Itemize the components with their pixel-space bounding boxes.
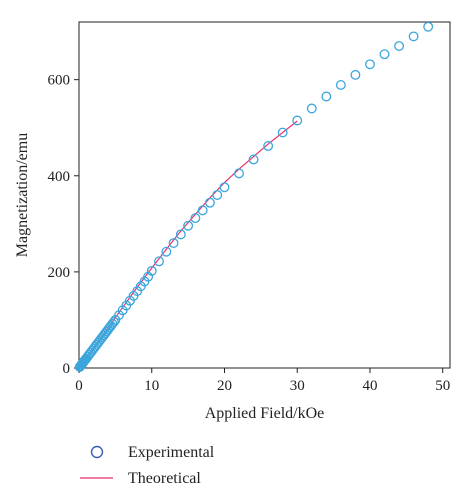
data-point-experimental [197,205,208,216]
data-point-experimental [379,49,390,60]
y-axis-ticks: 0 200 400 600 [48,73,79,377]
y-tick-label: 400 [48,169,71,185]
y-axis-title: Magnetization/emu [14,133,31,257]
data-point-experimental [292,115,303,126]
x-tick-label: 20 [217,378,232,394]
x-axis-title: Applied Field/kOe [205,405,325,422]
data-point-experimental [183,220,194,231]
data-point-experimental [168,238,179,249]
data-point-experimental [248,154,259,165]
data-point-experimental [108,316,119,327]
data-point-experimental [408,31,419,42]
data-point-experimental [350,69,361,80]
data-point-experimental [219,182,230,193]
data-point-experimental [263,141,274,151]
series-layer [74,21,434,372]
data-point-experimental [234,168,244,179]
data-point-experimental [204,197,215,208]
x-tick-label: 10 [144,378,159,394]
data-point-experimental [190,213,201,224]
x-tick-label: 40 [362,378,377,394]
legend-marker-experimental [90,445,104,459]
y-tick-label: 0 [63,361,71,377]
x-tick-label: 0 [75,378,83,394]
data-point-experimental [146,265,157,276]
data-point-experimental [212,190,223,200]
data-point-experimental [154,256,164,267]
data-point-experimental [306,103,317,114]
x-tick-label: 30 [290,378,305,394]
data-point-experimental [365,59,375,70]
legend-label-experimental: Experimental [128,444,215,461]
data-point-experimental [175,229,186,240]
legend-label-theoretical: Theoretical [128,470,201,487]
y-tick-label: 200 [48,265,71,281]
y-tick-label: 600 [48,73,71,89]
x-tick-label: 50 [435,378,450,394]
data-point-experimental [335,79,346,90]
plot-frame [78,21,451,369]
legend: Experimental Theoretical [80,444,215,487]
data-point-experimental [321,91,332,102]
x-axis-ticks: 0 10 20 30 40 50 [75,368,450,394]
data-point-experimental [161,246,172,257]
data-point-experimental [394,41,405,51]
data-point-experimental [423,21,434,32]
data-point-experimental [277,127,288,138]
